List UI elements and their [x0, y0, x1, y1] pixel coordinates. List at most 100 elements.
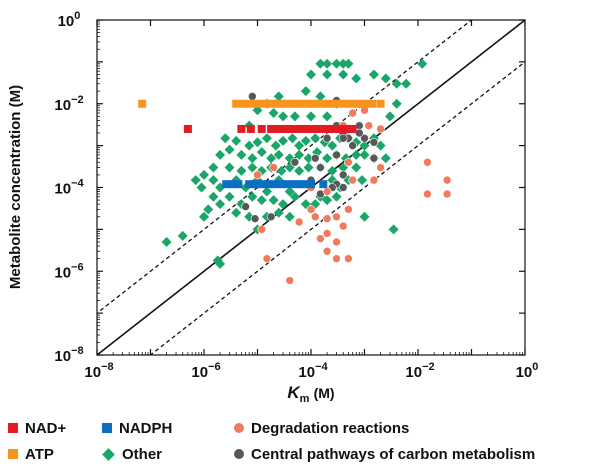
nad-point: [246, 124, 255, 133]
degradation-reactions-point: [262, 254, 272, 263]
other-point: [294, 140, 305, 151]
other-point: [284, 211, 295, 222]
degradation-reactions-point: [332, 212, 341, 222]
central-pathways-of-carbon-metabolism-point: [338, 183, 348, 192]
legend-label: NAD+: [25, 419, 67, 437]
other-point: [322, 153, 333, 164]
other-point: [278, 135, 289, 146]
other-point: [196, 182, 207, 193]
other-point: [268, 108, 279, 119]
degradation-reactions-point: [423, 157, 432, 167]
nad-point: [279, 124, 288, 133]
other-point: [401, 78, 412, 89]
y-axis-title: Metabolite concentration (M): [7, 85, 24, 289]
degradation-reactions-point: [322, 229, 332, 238]
nadph-point: [288, 180, 297, 189]
other-point: [215, 199, 226, 210]
atp-point: [232, 99, 241, 108]
nad-point: [289, 124, 298, 133]
circle-marker-icon: [234, 423, 244, 433]
nadph-point: [234, 180, 243, 189]
legend: NAD+ NADPH Degradation reactions ATP Other Ce…: [8, 415, 603, 467]
degradation-reactions-point: [322, 246, 332, 256]
degradation-reactions-point: [285, 276, 295, 285]
central-pathways-of-carbon-metabolism-point: [338, 133, 348, 143]
other-point: [276, 165, 287, 176]
atp-point: [246, 99, 255, 108]
other-point: [231, 135, 242, 146]
degradation-reactions-point: [257, 225, 267, 234]
x-tick-labels: 10−8 10−6 10−4 10−2 100: [84, 361, 538, 381]
other-point: [215, 258, 226, 269]
degradation-reactions-point: [294, 217, 304, 227]
other-point: [391, 78, 402, 89]
y-tick-label: 10−2: [54, 94, 83, 114]
other-point: [270, 140, 281, 151]
square-marker-icon: [102, 423, 112, 433]
square-marker-icon: [8, 449, 18, 459]
nad-point: [324, 124, 333, 133]
nad-point: [284, 124, 293, 133]
other-point: [385, 111, 396, 122]
other-point: [231, 207, 242, 218]
central-pathways-of-carbon-metabolism-point: [310, 153, 320, 163]
legend-row: NAD+ NADPH Degradation reactions: [8, 415, 603, 441]
atp-point: [317, 99, 326, 108]
other-point: [300, 86, 311, 97]
degradation-reactions-point: [364, 121, 374, 130]
degradation-reactions-point: [338, 221, 348, 231]
other-point: [351, 162, 362, 173]
circle-marker-icon: [234, 449, 244, 459]
other-point: [273, 91, 284, 102]
square-marker-icon: [8, 423, 18, 433]
central-pathways-of-carbon-metabolism-point: [322, 133, 332, 143]
other-point: [338, 69, 349, 80]
other-point: [380, 153, 391, 164]
degradation-reactions-point: [376, 163, 385, 172]
atp-point: [368, 99, 377, 108]
atp-point: [296, 99, 305, 108]
other-point: [322, 69, 333, 80]
other-point: [284, 186, 295, 197]
atp-point: [239, 99, 248, 108]
other-point: [338, 58, 349, 69]
other-point: [208, 191, 219, 202]
other-point: [331, 191, 342, 202]
atp-point: [339, 99, 348, 108]
atp-point: [347, 99, 356, 108]
other-point: [300, 135, 311, 146]
nadph-point: [277, 180, 286, 189]
atp-point: [138, 99, 147, 108]
degradation-reactions-point: [322, 187, 332, 196]
y-tick-label: 10−4: [54, 178, 84, 198]
other-point: [199, 169, 209, 180]
other-point: [224, 162, 235, 173]
degradation-reactions-point: [442, 175, 452, 185]
central-pathways-of-carbon-metabolism-point: [266, 212, 276, 222]
central-pathways-of-carbon-metabolism-point: [316, 163, 325, 172]
degradation-reactions-point: [322, 214, 332, 223]
nad-point: [330, 124, 339, 133]
degradation-reactions-point: [344, 254, 353, 263]
other-point: [177, 230, 188, 241]
other-point: [306, 69, 316, 80]
atp-point: [354, 99, 363, 108]
other-point: [252, 137, 263, 148]
x-axis-title: Km (M): [287, 383, 334, 405]
x-tick-label: 10−6: [191, 361, 220, 381]
other-point: [327, 140, 338, 151]
other-point: [273, 207, 284, 218]
nadph-point: [222, 180, 231, 189]
other-point: [236, 165, 247, 176]
central-pathways-of-carbon-metabolism-point: [250, 214, 260, 223]
other-point: [343, 58, 354, 69]
degradation-reactions-point: [348, 108, 357, 118]
other-point: [244, 140, 255, 151]
other-point: [247, 153, 258, 164]
other-point: [247, 191, 258, 202]
nad-point: [305, 124, 314, 133]
legend-label: ATP: [25, 445, 54, 463]
nadph-point: [251, 180, 260, 189]
atp-point: [261, 99, 270, 108]
other-point: [359, 211, 370, 222]
